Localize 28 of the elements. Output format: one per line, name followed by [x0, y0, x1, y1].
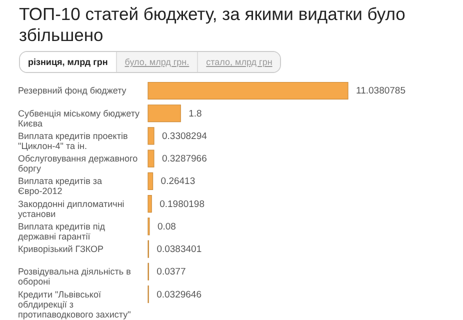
data-label: 0.08 [157, 221, 176, 232]
data-label: 1.8 [188, 108, 202, 120]
y-tick-label: Кредити "Львівської облдирекції з протипаводкового захисту" [18, 289, 131, 320]
bar [148, 195, 152, 213]
data-label: 0.0377 [156, 266, 186, 278]
y-tick-label: Субвенція міському бюджету Києва [18, 108, 140, 128]
data-label: 0.26413 [160, 176, 196, 188]
y-tick-label: Обслуговування державного боргу [18, 154, 138, 174]
bar [148, 172, 154, 190]
bar [148, 127, 154, 145]
y-tick-label: Розвідувальна діяльність в обороні [18, 266, 132, 287]
data-label: 0.3308294 [162, 130, 207, 142]
y-tick-label: Резервний фонд бюджету [18, 86, 127, 96]
y-tick-label: Виплата кредитів проектів "Циклон-4" та ін. [18, 130, 128, 151]
data-label: 0.0383401 [156, 244, 202, 256]
bar [148, 104, 181, 122]
data-label: 0.0329646 [156, 289, 202, 300]
bar [148, 150, 154, 168]
data-label: 0.1980198 [160, 198, 205, 210]
data-label: 0.3287966 [162, 154, 207, 165]
data-label: 11.0380785 [356, 86, 406, 97]
tab-bar: різниця, млрд грн було, млрд грн. стало, млрд грн [19, 51, 282, 73]
bar [148, 82, 348, 100]
y-tick-label: Виплата кредитів під державні гарантії [18, 221, 106, 242]
y-tick-label: Криворізький ГЗКОР [18, 244, 104, 254]
y-tick-label: Виплата кредитів за Євро-2012 [18, 176, 102, 196]
y-tick-label: Закордонні дипломатичні установи [18, 198, 124, 219]
chart-title: ТОП-10 статей бюджету, за якими видатки було збільшено [19, 4, 406, 46]
